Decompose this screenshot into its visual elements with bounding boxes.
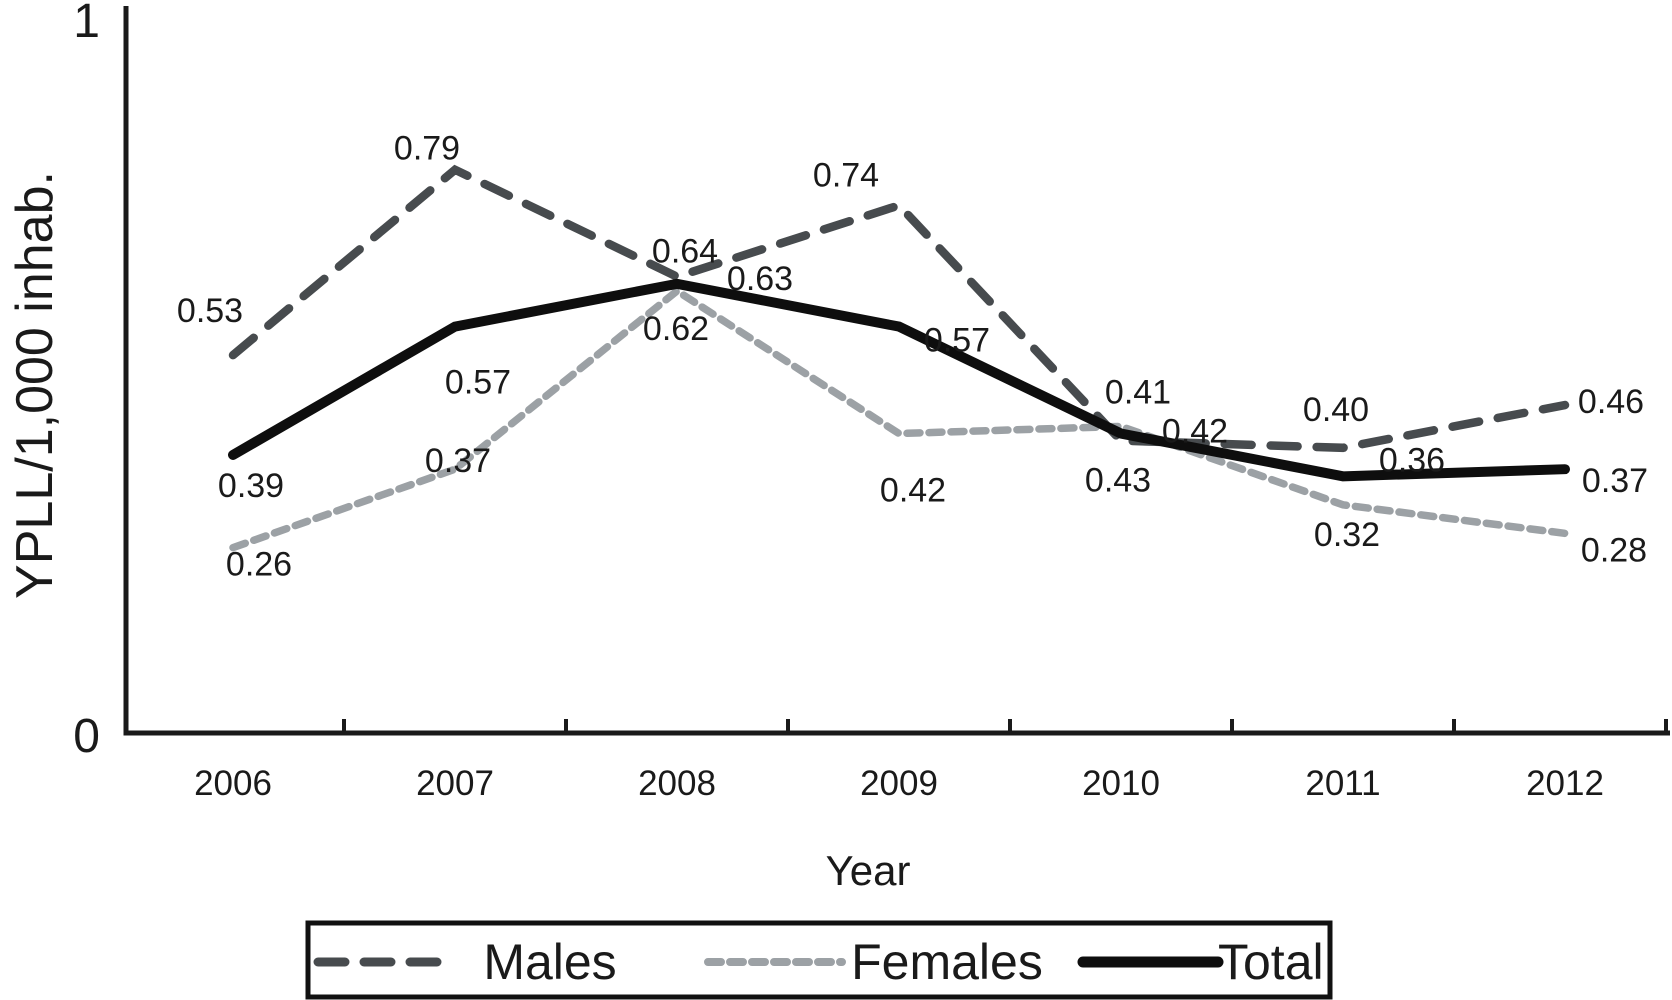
x-tick-label: 2006 xyxy=(194,764,272,803)
total-value-label: 0.57 xyxy=(924,322,990,360)
x-tick-label: 2010 xyxy=(1082,764,1160,803)
males-value-label: 0.53 xyxy=(177,292,243,330)
x-tick-label: 2009 xyxy=(860,764,938,803)
total-value-label: 0.57 xyxy=(445,364,511,402)
x-tick-label: 2012 xyxy=(1526,764,1604,803)
legend-total-label: Total xyxy=(1218,934,1324,990)
females-value-label: 0.26 xyxy=(226,546,292,584)
females-value-label: 0.43 xyxy=(1085,461,1151,499)
females-value-label: 0.62 xyxy=(643,310,709,348)
x-tick-label: 2007 xyxy=(416,764,494,803)
total-value-label: 0.42 xyxy=(1162,413,1228,451)
females-value-label: 0.28 xyxy=(1581,531,1647,569)
total-value-label: 0.63 xyxy=(727,260,793,298)
females-value-label: 0.42 xyxy=(880,472,946,510)
males-line xyxy=(228,164,1570,453)
y-axis-title: YPLL/1,000 inhab. xyxy=(6,171,64,599)
total-value-label: 0.36 xyxy=(1379,441,1445,479)
legend-females-label: Females xyxy=(851,934,1043,990)
females-value-label: 0.37 xyxy=(425,442,491,480)
males-value-label: 0.79 xyxy=(394,130,460,168)
males-value-label: 0.74 xyxy=(813,156,879,194)
males-value-label: 0.46 xyxy=(1578,383,1644,421)
males-value-label: 0.64 xyxy=(652,233,718,271)
y-tick-label: 0 xyxy=(73,710,100,763)
total-line xyxy=(228,278,1570,482)
y-tick-label: 1 xyxy=(73,0,100,48)
x-tick-label: 2008 xyxy=(638,764,716,803)
males-value-label: 0.41 xyxy=(1105,374,1171,412)
total-value-label: 0.37 xyxy=(1582,462,1648,500)
legend-males-label: Males xyxy=(483,934,616,990)
females-value-label: 0.32 xyxy=(1314,516,1380,554)
x-tick-label: 2011 xyxy=(1305,764,1380,803)
males-value-label: 0.40 xyxy=(1303,391,1369,429)
x-axis-title: Year xyxy=(826,847,911,894)
total-value-label: 0.39 xyxy=(218,467,284,505)
females-line xyxy=(229,286,1569,552)
